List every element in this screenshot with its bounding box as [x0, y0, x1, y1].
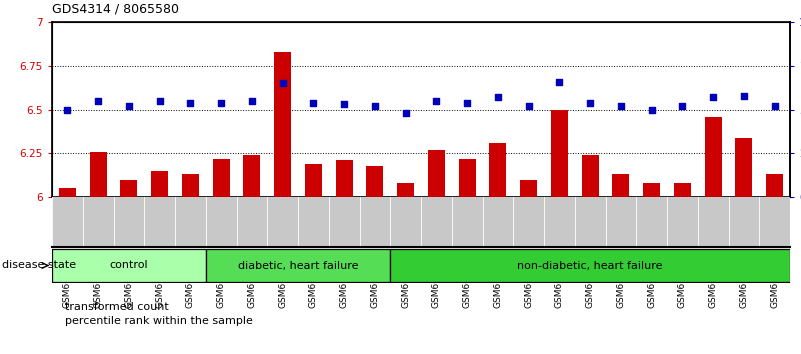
Bar: [674, 183, 690, 197]
Bar: [489, 143, 506, 197]
FancyBboxPatch shape: [206, 249, 390, 282]
Text: diabetic, heart failure: diabetic, heart failure: [238, 261, 358, 270]
FancyBboxPatch shape: [52, 249, 206, 282]
Bar: [59, 188, 76, 197]
Bar: [274, 52, 291, 197]
Bar: [305, 164, 322, 197]
Bar: [336, 160, 352, 197]
Point: [646, 107, 658, 112]
Point: [706, 95, 719, 100]
Text: percentile rank within the sample: percentile rank within the sample: [65, 316, 252, 326]
Point: [61, 107, 74, 112]
Bar: [735, 137, 752, 197]
Point: [399, 110, 412, 116]
FancyBboxPatch shape: [390, 249, 790, 282]
Bar: [397, 183, 414, 197]
Text: non-diabetic, heart failure: non-diabetic, heart failure: [517, 261, 663, 270]
Point: [738, 93, 751, 98]
Bar: [428, 150, 445, 197]
Bar: [151, 171, 168, 197]
Bar: [705, 116, 722, 197]
Point: [338, 101, 351, 107]
Bar: [459, 159, 476, 197]
Point: [245, 98, 258, 104]
Bar: [244, 155, 260, 197]
Bar: [767, 174, 783, 197]
Point: [584, 100, 597, 105]
Bar: [643, 183, 660, 197]
Point: [492, 95, 505, 100]
Point: [614, 103, 627, 109]
Text: transformed count: transformed count: [65, 302, 168, 312]
Bar: [520, 179, 537, 197]
Text: disease state: disease state: [2, 261, 76, 270]
Point: [184, 100, 197, 105]
Point: [461, 100, 473, 105]
Text: control: control: [110, 261, 148, 270]
Text: GDS4314 / 8065580: GDS4314 / 8065580: [52, 3, 179, 16]
Point: [276, 80, 289, 86]
Point: [676, 103, 689, 109]
Bar: [551, 109, 568, 197]
Point: [307, 100, 320, 105]
Point: [92, 98, 105, 104]
Bar: [213, 159, 230, 197]
Bar: [366, 166, 384, 197]
Point: [430, 98, 443, 104]
Point: [123, 103, 135, 109]
Point: [215, 100, 227, 105]
Point: [768, 103, 781, 109]
Bar: [613, 174, 630, 197]
Bar: [90, 152, 107, 197]
Point: [153, 98, 166, 104]
Point: [553, 79, 566, 84]
Bar: [582, 155, 598, 197]
Bar: [182, 174, 199, 197]
Point: [522, 103, 535, 109]
Point: [368, 103, 381, 109]
Bar: [120, 179, 137, 197]
